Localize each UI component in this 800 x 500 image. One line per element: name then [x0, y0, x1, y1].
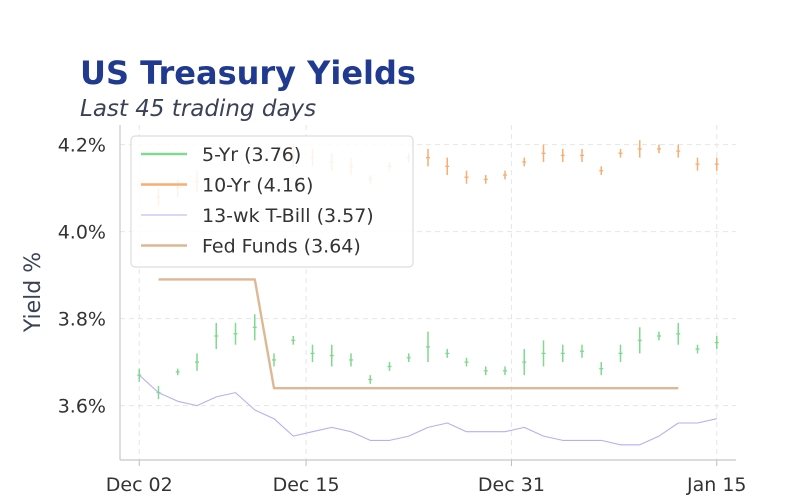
y-tick-label: 3.6%: [58, 396, 106, 418]
x-tick-label: Dec 31: [478, 474, 545, 496]
legend-box: [130, 135, 414, 268]
y-tick-label: 3.8%: [58, 309, 106, 331]
x-tick-label: Dec 15: [273, 474, 340, 496]
axes: [119, 125, 736, 466]
series-line-3: [158, 278, 679, 390]
legend-label: Fed Funds (3.64): [202, 236, 361, 258]
series-line-2: [138, 374, 717, 446]
legend-label: 13-wk T-Bill (3.57): [202, 205, 374, 227]
legend-label: 5-Yr (3.76): [202, 144, 301, 166]
y-tick-label: 4.2%: [58, 135, 106, 157]
tick-labels: 3.6% 3.8% 4.0% 4.2% Dec 02 Dec 15 Dec 31 Jan 15: [58, 135, 747, 496]
legend-label: 10-Yr (4.16): [202, 175, 313, 197]
x-tick-label: Jan 15: [686, 474, 747, 496]
legend: 5-Yr (3.76) 10-Yr (4.16) 13-wk T-Bill (3.5…: [130, 135, 414, 268]
chart-subtitle: Last 45 trading days: [80, 96, 317, 122]
plot-area: [137, 140, 719, 446]
x-tick-label: Dec 02: [106, 474, 173, 496]
y-axis-label: Yield %: [21, 252, 46, 333]
chart-title: US Treasury Yields: [80, 54, 416, 92]
y-tick-label: 4.0%: [58, 222, 106, 244]
